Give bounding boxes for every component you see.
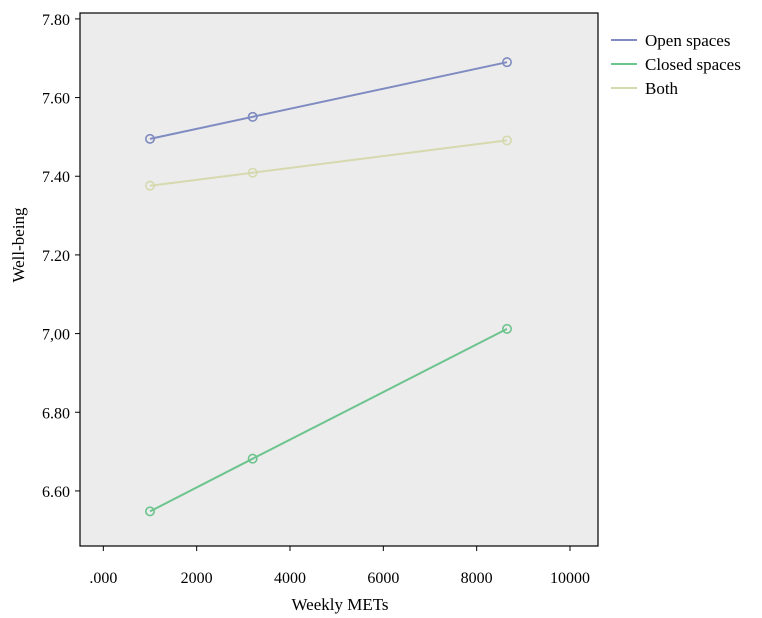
legend-label: Open spaces [645,31,730,50]
series-line-closed-spaces [149,328,508,513]
legend: Open spaces Closed spaces Both [611,31,741,98]
x-axis-title: Weekly METs [291,595,388,614]
data-point [247,453,258,464]
data-point [501,135,512,146]
x-tick-label: 4000 [274,570,306,587]
series-closed-spaces [145,323,512,517]
legend-label: Both [645,79,679,98]
data-point [247,111,258,122]
data-point [501,57,512,68]
y-tick-label: 6.60 [42,484,70,501]
series-layer [145,57,512,517]
plot-area [79,12,599,547]
y-tick-label: 7.20 [42,248,70,265]
x-tick-label: 2000 [181,570,213,587]
series-open-spaces [145,57,512,144]
y-tick-label: 7.40 [42,169,70,186]
x-axis: .000 2000 4000 6000 8000 10000 [89,546,590,587]
y-tick-label: 6.80 [42,405,70,422]
legend-item: Both [611,79,679,98]
y-tick-label: 7.60 [42,91,70,108]
x-tick-label: 10000 [550,570,590,587]
legend-label: Closed spaces [645,55,741,74]
x-tick-label: 8000 [461,570,493,587]
y-tick-label: 7.80 [42,12,70,29]
data-point [501,323,512,334]
data-point [145,506,156,517]
legend-item: Open spaces [611,31,730,50]
series-line-open-spaces [149,61,508,140]
x-tick-label: .000 [89,570,117,587]
y-axis: 6.60 6.80 7,00 7.20 7.40 7.60 7.80 [42,12,80,501]
data-point [145,180,156,191]
y-tick-label: 7,00 [42,327,70,344]
x-tick-label: 6000 [367,570,399,587]
series-both [145,135,512,191]
data-point [247,167,258,178]
legend-item: Closed spaces [611,55,741,74]
series-line-both [149,139,508,187]
y-axis-title: Well-being [9,207,28,283]
data-point [145,133,156,144]
